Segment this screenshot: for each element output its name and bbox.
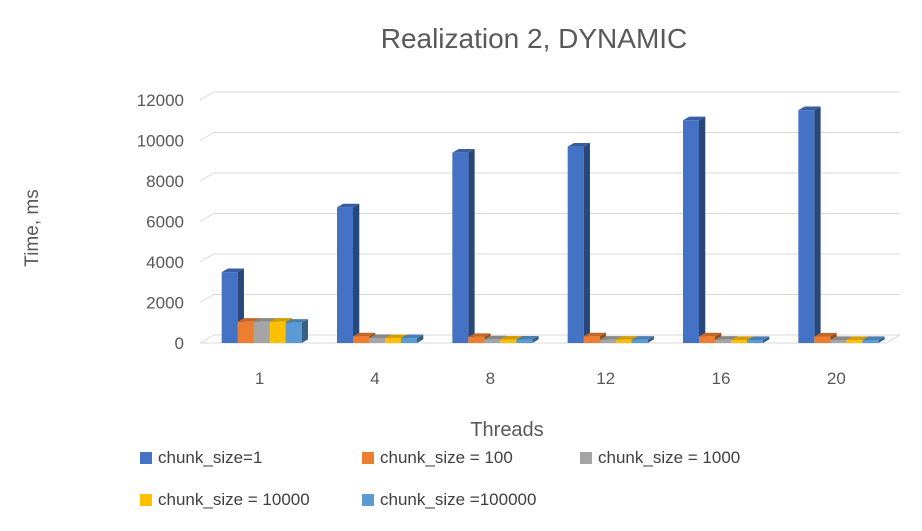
bar xyxy=(683,116,706,344)
legend-item: chunk_size =100000 xyxy=(362,490,536,510)
legend-swatch xyxy=(580,452,592,464)
bar xyxy=(516,335,539,343)
gridline xyxy=(199,91,900,101)
gridline xyxy=(199,294,900,303)
legend-item: chunk_size = 1000 xyxy=(580,448,740,468)
bar xyxy=(631,336,654,343)
legend-swatch xyxy=(362,452,374,464)
x-tick-label: 4 xyxy=(370,369,379,388)
legend-item: chunk_size = 10000 xyxy=(140,490,310,510)
gridlines xyxy=(199,91,901,344)
legend-label: chunk_size = 10000 xyxy=(158,490,310,509)
legend-label: chunk_size =100000 xyxy=(380,490,537,509)
bar xyxy=(337,203,360,343)
legend-swatch xyxy=(140,494,152,506)
x-axis-label: Threads xyxy=(470,419,543,441)
bars xyxy=(221,106,885,344)
y-tick-label: 6000 xyxy=(146,213,184,232)
legend-swatch xyxy=(140,452,152,464)
legend-label: chunk_size = 1000 xyxy=(598,448,741,467)
y-tick-label: 4000 xyxy=(146,253,184,272)
y-tick-label: 12000 xyxy=(137,91,184,110)
bar xyxy=(862,336,885,343)
gridline xyxy=(199,132,900,141)
x-tick-label: 12 xyxy=(596,369,615,388)
x-tick-label: 16 xyxy=(712,369,731,388)
legend-item: chunk_size = 100 xyxy=(362,448,513,468)
gridline xyxy=(199,253,900,263)
gridline xyxy=(199,334,900,344)
bar xyxy=(567,142,590,343)
y-axis-label: Time, ms xyxy=(22,189,43,266)
bar xyxy=(452,149,475,343)
y-axis-ticks: 0 2000 4000 6000 8000 10000 12000 xyxy=(137,91,184,353)
floor-line xyxy=(200,334,901,344)
bar xyxy=(285,319,308,343)
x-tick-label: 1 xyxy=(255,369,264,388)
bar xyxy=(798,106,821,344)
chart-title: Realization 2, DYNAMIC xyxy=(381,23,688,54)
y-tick-label: 2000 xyxy=(146,294,184,313)
legend-label: chunk_size=1 xyxy=(158,448,263,467)
y-tick-label: 10000 xyxy=(137,132,184,151)
x-axis-ticks: 1 4 8 12 16 20 xyxy=(255,369,846,388)
bar xyxy=(401,334,424,343)
x-tick-label: 20 xyxy=(827,369,846,388)
legend-swatch xyxy=(362,494,374,506)
x-tick-label: 8 xyxy=(486,369,495,388)
y-tick-label: 0 xyxy=(175,334,184,353)
legend-label: chunk_size = 100 xyxy=(380,448,513,467)
legend-item: chunk_size=1 xyxy=(140,448,262,468)
y-tick-label: 8000 xyxy=(146,172,184,191)
gridline xyxy=(199,172,900,182)
bar xyxy=(747,336,770,343)
gridline xyxy=(199,213,900,222)
